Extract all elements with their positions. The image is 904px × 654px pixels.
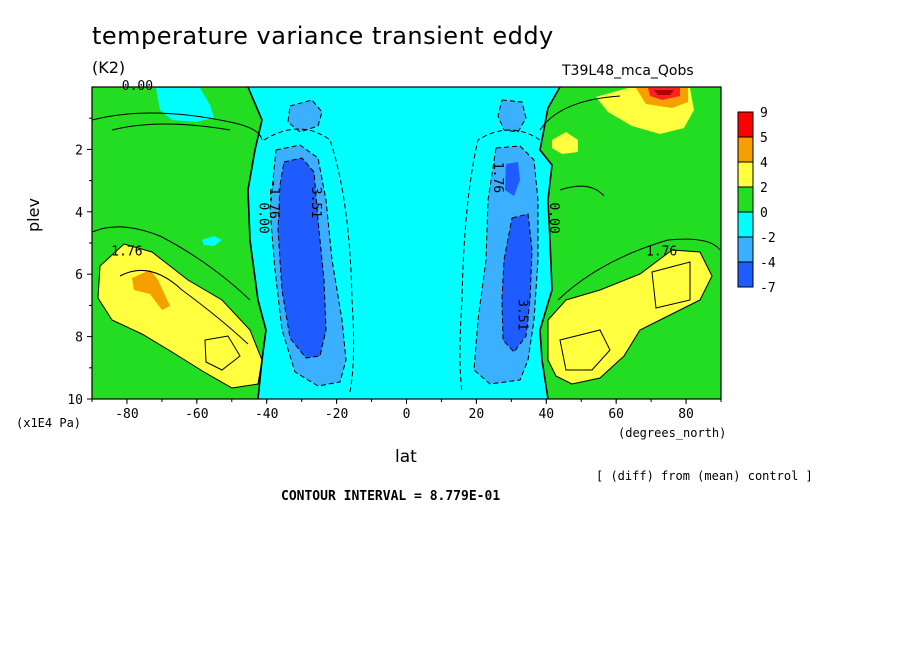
x-tick-label: 0	[403, 407, 411, 422]
run-label: T39L48_mca_Qobs	[562, 63, 694, 79]
y-tick-label: 10	[67, 393, 83, 408]
contour-label: 1.76	[111, 244, 142, 259]
region-lightblue-sh-top	[288, 100, 322, 132]
contour-label: -1.76	[266, 180, 281, 219]
x-tick-label: -60	[185, 407, 208, 422]
chart-title: temperature variance transient eddy	[92, 22, 554, 50]
colorbar-label: 9	[760, 106, 768, 121]
x-axis-label: lat	[395, 447, 417, 467]
region-orange-sh	[132, 270, 170, 310]
colorbar-swatch	[737, 186, 754, 213]
colorbar: 9 5 4 2 0 -2 -4 -7	[737, 106, 776, 296]
contour-label: 3.51	[514, 299, 529, 330]
x-tick-label: 40	[538, 407, 554, 422]
contour-lines	[92, 95, 721, 389]
region-yellow-nh	[548, 250, 712, 384]
units-label: (K2)	[92, 58, 126, 77]
contour-interval: CONTOUR INTERVAL = 8.779E-01	[281, 489, 501, 504]
colorbar-label: 2	[760, 181, 768, 196]
region-yellow-nh-small	[552, 132, 578, 154]
region-blue-nh-core-upper	[505, 162, 520, 196]
region-red-nh-core	[654, 90, 674, 95]
colorbar-label: 5	[760, 131, 768, 146]
contour-label: 0.00	[122, 79, 153, 94]
x-tick-label: -40	[255, 407, 278, 422]
colorbar-swatch	[737, 236, 754, 263]
region-blue-sh-core	[278, 158, 326, 358]
x-tick-label: -80	[115, 407, 138, 422]
colorbar-swatch	[737, 136, 754, 163]
comparison-note: [ (diff) from (mean) control ]	[596, 469, 813, 483]
contour-label: 1.76	[646, 244, 677, 259]
y-tick-label: 6	[75, 268, 83, 283]
x-tick-label: 20	[469, 407, 485, 422]
contour-label: 0.00	[546, 202, 561, 233]
contour-label: 0.00	[256, 202, 271, 233]
colorbar-swatch	[737, 111, 754, 138]
colorbar-swatch	[737, 261, 754, 288]
y-tick-label: 8	[75, 331, 83, 346]
colorbar-swatch	[737, 211, 754, 238]
colorbar-label: -2	[760, 231, 776, 246]
colorbar-label: 4	[760, 156, 768, 171]
colorbar-swatch	[737, 161, 754, 188]
x-axis-ticks: -80 -60 -40 -20 0 20 40 60 80	[91, 399, 722, 422]
y-tick-label: 4	[75, 206, 83, 221]
y-axis-ticks: 2 4 6 8 10	[67, 117, 92, 408]
x-tick-label: -20	[325, 407, 348, 422]
region-lightblue-nh-top	[498, 100, 526, 132]
x-axis-unit: (degrees_north)	[618, 426, 727, 440]
contour-labels: 0.00-1.760.00 3.511.761.760.003.511.76	[111, 79, 677, 330]
y-axis-unit: (x1E4 Pa)	[16, 416, 82, 430]
x-tick-label: 80	[678, 407, 694, 422]
region-blue-nh-core-lower	[502, 214, 532, 352]
colorbar-label: -4	[760, 256, 776, 271]
y-tick-label: 2	[75, 143, 83, 158]
contour-label: 1.76	[490, 162, 505, 193]
contour-zero-lines	[247, 87, 561, 399]
colorbar-label: 0	[760, 206, 768, 221]
x-tick-label: 60	[608, 407, 624, 422]
colorbar-label: -7	[760, 281, 776, 296]
region-cyan-patch-small	[202, 236, 222, 246]
contour-label: 3.51	[308, 187, 323, 218]
contour-lines-negative	[263, 99, 541, 393]
